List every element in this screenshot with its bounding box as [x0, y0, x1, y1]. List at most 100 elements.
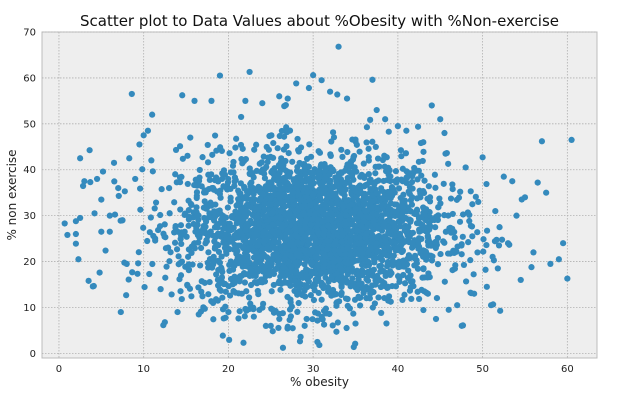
data-point: [167, 249, 174, 256]
data-point: [279, 344, 287, 351]
data-point: [336, 298, 343, 305]
data-point: [284, 293, 291, 301]
data-point: [230, 158, 237, 166]
data-point: [358, 171, 365, 178]
data-point: [202, 229, 209, 236]
data-point: [283, 129, 291, 136]
data-point: [341, 192, 348, 199]
data-point: [432, 315, 440, 323]
data-point: [381, 163, 388, 170]
data-point: [204, 159, 212, 166]
data-point: [196, 234, 203, 241]
data-point: [253, 141, 260, 148]
data-point: [454, 243, 461, 250]
data-point: [210, 253, 217, 260]
data-point: [89, 283, 96, 290]
data-point: [392, 168, 400, 175]
data-point: [381, 250, 388, 258]
data-point: [256, 160, 263, 167]
data-point: [288, 303, 295, 310]
data-point: [334, 91, 341, 98]
data-point: [246, 68, 253, 76]
data-point: [278, 127, 286, 135]
data-point: [172, 222, 179, 230]
data-point: [174, 308, 181, 316]
data-point: [260, 300, 267, 307]
data-point: [369, 76, 376, 83]
data-point: [179, 92, 186, 99]
data-point: [407, 218, 414, 225]
data-point: [216, 190, 223, 198]
data-point: [379, 195, 386, 202]
data-point: [269, 221, 276, 228]
data-point: [274, 145, 281, 152]
data-point: [389, 219, 397, 227]
data-point: [445, 306, 452, 313]
data-point: [227, 238, 235, 245]
data-point: [344, 245, 351, 252]
data-point: [320, 284, 327, 292]
data-point: [330, 134, 338, 141]
data-point: [64, 231, 71, 239]
data-point: [210, 232, 217, 239]
data-point: [277, 286, 284, 293]
data-point: [271, 165, 278, 172]
data-point: [260, 238, 267, 245]
data-point: [275, 261, 282, 268]
data-point: [277, 186, 284, 193]
data-point: [258, 262, 265, 269]
data-point: [403, 179, 410, 187]
data-point: [302, 219, 309, 226]
data-point: [203, 202, 210, 209]
data-point: [284, 323, 291, 330]
data-point: [157, 211, 164, 219]
data-point: [406, 287, 414, 294]
data-point: [359, 271, 366, 279]
data-point: [193, 204, 200, 211]
data-point: [292, 259, 299, 266]
data-point: [411, 252, 419, 259]
data-point: [236, 276, 243, 283]
data-point: [331, 247, 338, 254]
data-point: [379, 156, 387, 164]
data-point: [231, 178, 238, 185]
data-point: [205, 171, 212, 178]
data-point: [372, 143, 379, 150]
data-point: [371, 255, 378, 262]
data-point: [283, 143, 290, 150]
data-point: [255, 291, 262, 298]
data-point: [134, 270, 141, 277]
data-point: [270, 268, 277, 275]
data-point: [231, 182, 238, 190]
data-point: [125, 276, 132, 283]
data-point: [282, 244, 289, 251]
data-point: [176, 179, 184, 186]
data-point: [269, 154, 277, 162]
data-point: [106, 212, 113, 219]
data-point: [293, 268, 300, 275]
data-point: [260, 229, 267, 236]
data-point: [453, 248, 460, 255]
data-point: [347, 221, 354, 228]
data-point: [490, 257, 497, 264]
data-point: [421, 288, 428, 295]
data-point: [200, 222, 207, 230]
data-point: [285, 150, 292, 157]
data-point: [266, 263, 274, 271]
data-point: [343, 95, 351, 102]
data-point: [323, 246, 330, 253]
data-point: [201, 305, 208, 312]
data-point: [355, 276, 362, 283]
data-point: [352, 136, 359, 143]
data-point: [210, 316, 217, 323]
data-point: [384, 260, 391, 268]
data-point: [277, 273, 284, 280]
data-point: [326, 171, 333, 178]
data-point: [365, 145, 372, 152]
data-point: [436, 195, 443, 202]
data-point: [278, 223, 285, 231]
data-point: [252, 205, 259, 212]
data-point: [218, 253, 225, 260]
data-point: [235, 315, 242, 322]
data-point: [177, 222, 185, 229]
